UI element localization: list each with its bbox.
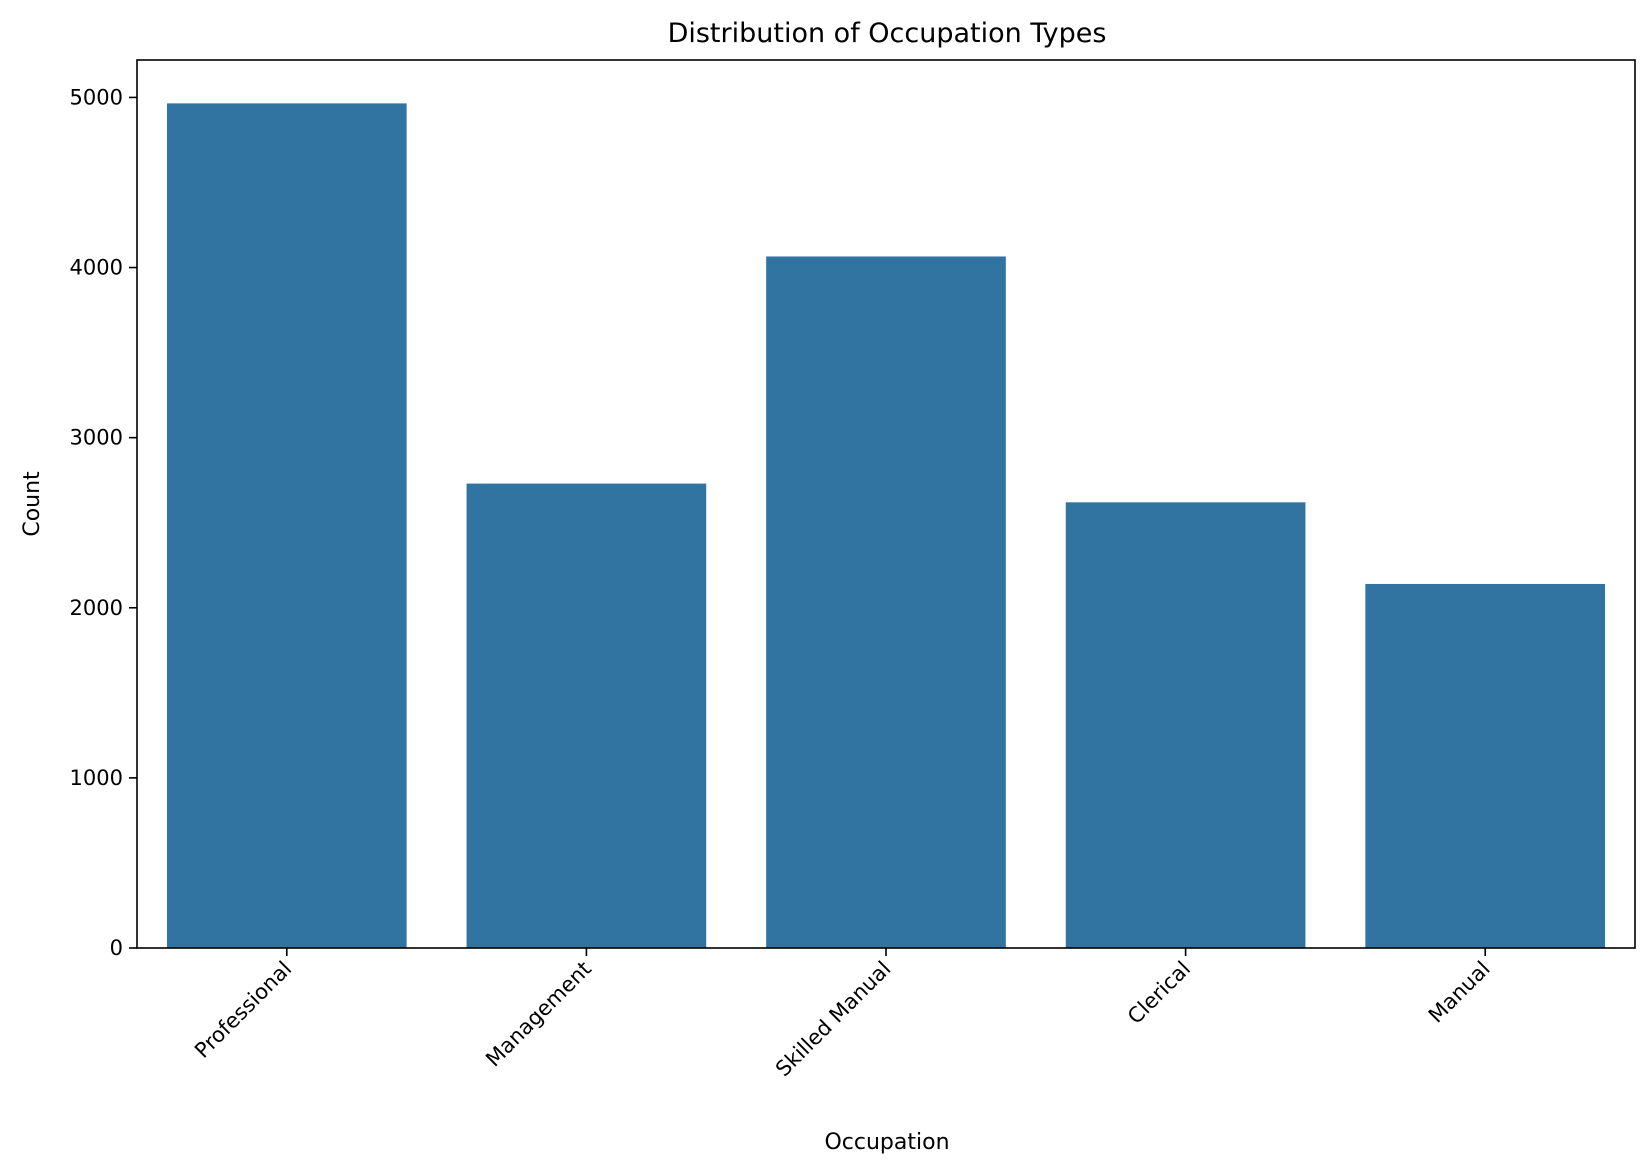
y-tick-label: 1000 bbox=[70, 766, 123, 790]
x-axis-label: Occupation bbox=[824, 1130, 949, 1155]
bar-management bbox=[466, 483, 707, 948]
y-tick-label: 2000 bbox=[70, 596, 123, 620]
y-axis-label: Count bbox=[20, 471, 45, 537]
y-tick-label: 5000 bbox=[70, 85, 123, 109]
y-tick-label: 3000 bbox=[70, 426, 123, 450]
y-axis: 0 1000 2000 3000 4000 5000 bbox=[70, 85, 137, 960]
bar-professional bbox=[166, 103, 407, 948]
plot-frame bbox=[136, 59, 1636, 949]
bar-manual bbox=[1365, 583, 1606, 948]
bars-group bbox=[166, 103, 1606, 948]
bar-skilled-manual bbox=[766, 256, 1006, 948]
chart-title: Distribution of Occupation Types bbox=[668, 18, 1107, 49]
y-tick-label: 4000 bbox=[70, 256, 123, 280]
bar-clerical bbox=[1065, 502, 1306, 948]
y-tick-label: 0 bbox=[110, 936, 123, 960]
